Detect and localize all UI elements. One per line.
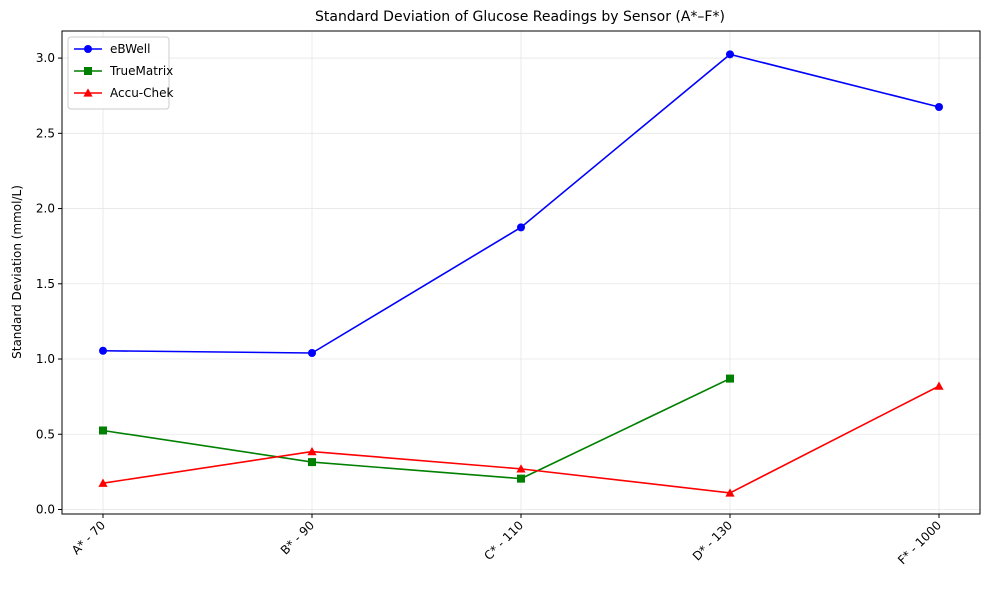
legend-marker-accu-chek xyxy=(83,88,93,97)
legend-label-ebwell: eBWell xyxy=(110,42,150,56)
legend-label-accu-chek: Accu-Chek xyxy=(110,86,173,100)
x-tick-label: B* - 90 xyxy=(278,518,317,557)
legend: eBWell TrueMatrix Accu-Chek xyxy=(67,36,173,110)
series-ebwell xyxy=(99,50,943,357)
y-tick-label: 0.0 xyxy=(36,502,55,516)
y-tick-label: 3.0 xyxy=(36,51,55,65)
data-point-accu-chek xyxy=(725,488,735,497)
data-point-accu-chek xyxy=(934,381,944,390)
y-tick-label: 1.5 xyxy=(36,277,55,291)
data-point-ebwell xyxy=(308,349,316,357)
y-tick-label: 1.0 xyxy=(36,352,55,366)
x-tick-label: C* - 110 xyxy=(481,518,526,563)
data-point-truematrix xyxy=(726,374,734,383)
series-layer xyxy=(98,50,944,497)
x-tick-label: A* - 70 xyxy=(69,518,108,557)
y-tick-label: 2.0 xyxy=(36,202,55,216)
data-point-ebwell xyxy=(935,102,943,111)
y-tick-label: 2.5 xyxy=(36,126,55,140)
x-tick-label: D* - 130 xyxy=(690,518,735,563)
data-point-ebwell xyxy=(99,346,107,355)
x-tick-label: F* - 1000 xyxy=(895,518,944,567)
y-tick-label: 0.5 xyxy=(36,427,55,441)
data-point-truematrix xyxy=(517,474,525,483)
data-point-accu-chek xyxy=(516,464,526,473)
grid-layer xyxy=(62,31,980,514)
data-point-ebwell xyxy=(726,50,734,59)
data-point-ebwell xyxy=(517,223,525,232)
series-accu-chek xyxy=(98,381,944,497)
y-axis-label: Standard Deviation (mmol/L) xyxy=(10,185,24,359)
chart-title: Standard Deviation of Glucose Readings b… xyxy=(315,9,725,25)
data-point-truematrix xyxy=(99,426,107,435)
series-truematrix xyxy=(99,374,734,483)
data-point-accu-chek xyxy=(307,446,317,456)
legend-marker-ebwell xyxy=(84,45,92,53)
axes-layer: 0.0 0.5 1.0 1.5 2.0 2.5 3.0 A* - 70 B* - 90 C* - … xyxy=(36,30,981,567)
legend-label-truematrix: TrueMatrix xyxy=(109,64,173,78)
data-point-truematrix xyxy=(308,458,316,467)
data-point-accu-chek xyxy=(98,478,108,487)
legend-box xyxy=(67,36,170,110)
series-line-truematrix xyxy=(102,377,731,480)
legend-marker-truematrix xyxy=(84,67,92,75)
